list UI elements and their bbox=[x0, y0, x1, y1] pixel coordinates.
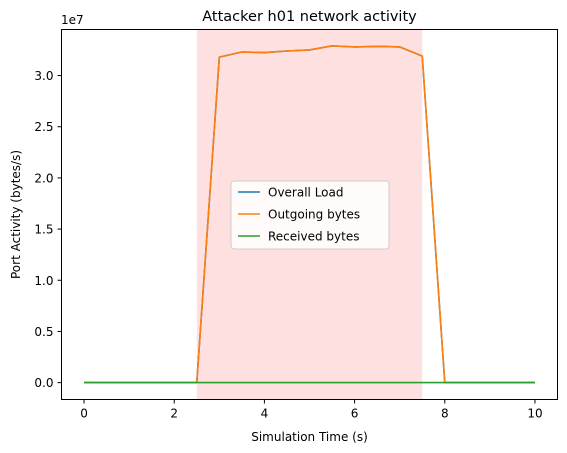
x-axis-label: Simulation Time (s) bbox=[251, 430, 368, 444]
x-tick-label: 2 bbox=[170, 407, 178, 421]
x-tick-label: 6 bbox=[351, 407, 359, 421]
y-tick-label: 0.5 bbox=[34, 325, 53, 339]
y-tick-label: 3.0 bbox=[34, 69, 53, 83]
y-tick-label: 0.0 bbox=[34, 376, 53, 390]
chart-title: Attacker h01 network activity bbox=[202, 9, 417, 25]
x-tick-label: 4 bbox=[261, 407, 269, 421]
x-tick-label: 8 bbox=[441, 407, 449, 421]
y-tick-label: 2.5 bbox=[34, 120, 53, 134]
legend-label-received-bytes: Received bytes bbox=[268, 230, 359, 244]
legend-label-overall-load: Overall Load bbox=[268, 186, 344, 200]
x-tick-label: 0 bbox=[80, 407, 88, 421]
y-tick-label: 1.0 bbox=[34, 274, 53, 288]
y-axis-label: Port Activity (bytes/s) bbox=[9, 150, 23, 279]
y-axis-exponent: 1e7 bbox=[61, 13, 84, 27]
legend-label-outgoing-bytes: Outgoing bytes bbox=[268, 208, 360, 222]
legend: Overall Load Outgoing bytes Received bytes bbox=[231, 181, 389, 249]
y-tick-label: 2.0 bbox=[34, 171, 53, 185]
y-tick-label: 1.5 bbox=[34, 223, 53, 237]
x-tick-label: 10 bbox=[527, 407, 542, 421]
